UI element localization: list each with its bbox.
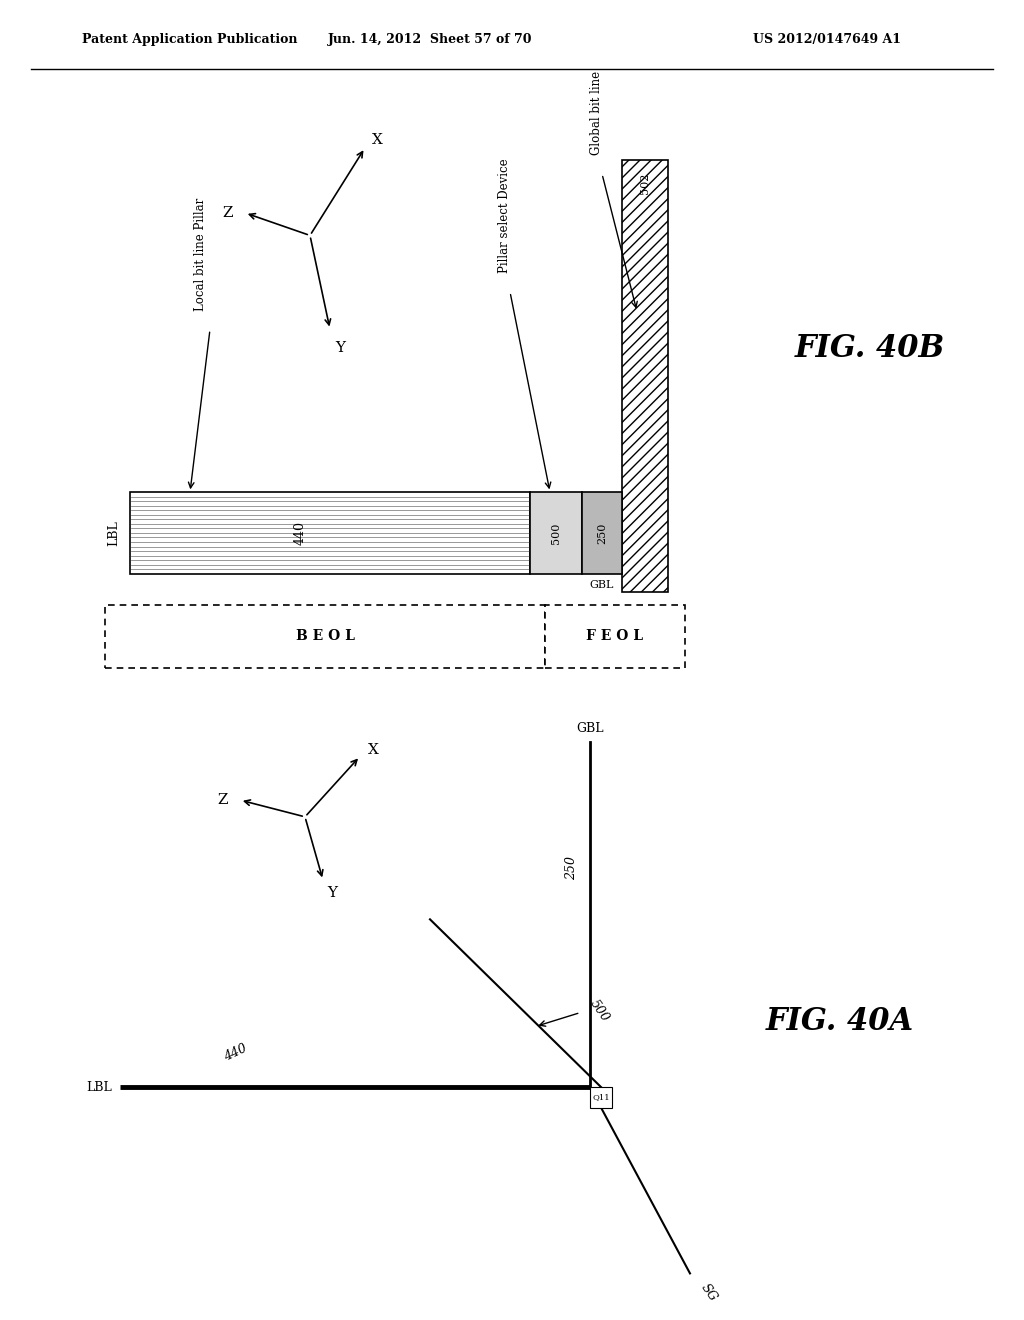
Text: GBL: GBL: [590, 579, 614, 590]
Text: GBL: GBL: [577, 722, 604, 735]
Text: Y: Y: [335, 341, 345, 355]
Text: Q11: Q11: [592, 1093, 610, 1101]
Text: X: X: [372, 133, 383, 148]
Bar: [105, 605, 545, 668]
Bar: [582, 492, 622, 574]
Text: 440: 440: [294, 521, 306, 545]
Text: 500: 500: [588, 997, 612, 1024]
Text: 500: 500: [551, 523, 561, 544]
Text: 440: 440: [221, 1041, 249, 1064]
Bar: [545, 605, 685, 668]
Text: LBL: LBL: [106, 520, 120, 546]
Text: 250: 250: [597, 523, 607, 544]
Text: Pillar select Device: Pillar select Device: [499, 158, 512, 273]
Bar: [130, 492, 530, 574]
Text: Local bit line Pillar: Local bit line Pillar: [194, 198, 207, 310]
Text: SG: SG: [698, 1280, 719, 1304]
Text: FIG. 40A: FIG. 40A: [766, 1006, 914, 1038]
Text: US 2012/0147649 A1: US 2012/0147649 A1: [753, 33, 901, 46]
Text: X: X: [368, 743, 379, 756]
Text: Z: Z: [223, 206, 233, 220]
Text: Patent Application Publication: Patent Application Publication: [82, 33, 297, 46]
Bar: [590, 1088, 612, 1107]
Text: Global bit line: Global bit line: [591, 71, 603, 154]
Bar: [622, 160, 668, 593]
Text: 502: 502: [640, 173, 650, 194]
Text: LBL: LBL: [86, 1081, 112, 1093]
Text: 250: 250: [565, 857, 578, 880]
Bar: [530, 492, 582, 574]
Text: Y: Y: [327, 886, 337, 900]
Text: B E O L: B E O L: [296, 630, 354, 643]
Text: FIG. 40B: FIG. 40B: [795, 333, 945, 364]
Text: F E O L: F E O L: [587, 630, 643, 643]
Text: Z: Z: [218, 793, 228, 807]
Text: Jun. 14, 2012  Sheet 57 of 70: Jun. 14, 2012 Sheet 57 of 70: [328, 33, 532, 46]
